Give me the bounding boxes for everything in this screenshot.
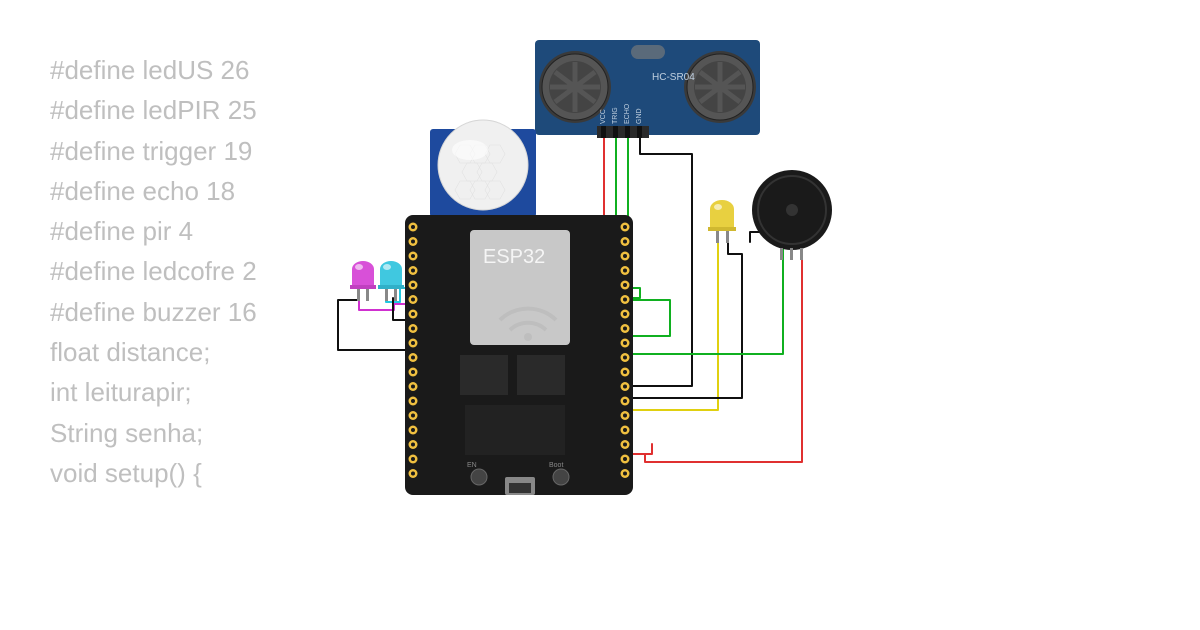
ultrasonic-sensor: HC-SR04 VCC TRIG ECHO GND bbox=[535, 40, 760, 138]
code-line: #define echo 18 bbox=[50, 171, 257, 211]
led-pink bbox=[350, 261, 376, 301]
svg-text:EN: EN bbox=[467, 462, 477, 469]
code-block: #define ledUS 26 #define ledPIR 25 #defi… bbox=[50, 50, 257, 493]
led-yellow-gnd bbox=[625, 240, 742, 398]
code-line: #define buzzer 16 bbox=[50, 292, 257, 332]
svg-text:GND: GND bbox=[636, 108, 643, 124]
ul-gnd-black bbox=[625, 136, 692, 386]
svg-text:ECHO: ECHO bbox=[624, 103, 631, 124]
code-line: #define ledPIR 25 bbox=[50, 90, 257, 130]
esp32-label: ESP32 bbox=[483, 246, 545, 268]
code-line: int leiturapir; bbox=[50, 372, 257, 412]
code-line: #define ledcofre 2 bbox=[50, 251, 257, 291]
code-line: float distance; bbox=[50, 332, 257, 372]
code-line: #define pir 4 bbox=[50, 211, 257, 251]
svg-text:TRIG: TRIG bbox=[612, 107, 619, 124]
svg-text:Boot: Boot bbox=[549, 462, 563, 469]
code-line: void setup() { bbox=[50, 453, 257, 493]
circuit-diagram: HC-SR04 VCC TRIG ECHO GND + D bbox=[330, 40, 970, 600]
buzzer bbox=[752, 170, 832, 260]
led-yellow bbox=[708, 200, 736, 243]
code-line: #define trigger 19 bbox=[50, 131, 257, 171]
led-yellow-wire bbox=[625, 240, 718, 410]
code-line: #define ledUS 26 bbox=[50, 50, 257, 90]
code-line: String senha; bbox=[50, 413, 257, 453]
buzzer-green bbox=[625, 212, 783, 354]
svg-text:VCC: VCC bbox=[600, 109, 607, 124]
ultrasonic-label: HC-SR04 bbox=[652, 72, 695, 83]
esp32-board: ESP32 EN Boot bbox=[405, 215, 633, 495]
